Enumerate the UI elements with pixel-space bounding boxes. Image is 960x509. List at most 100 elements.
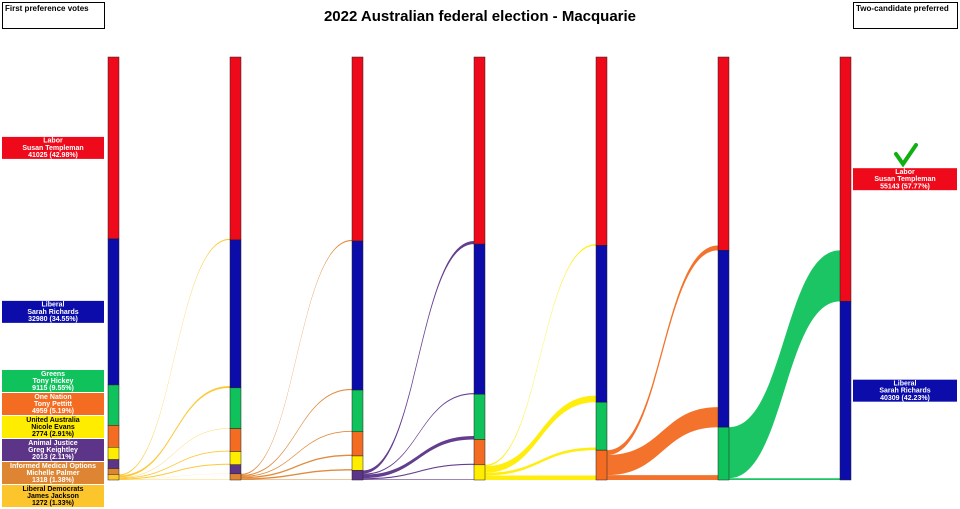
bar-segment: [229, 56, 242, 241]
candidate-label-party: One Nation: [34, 394, 71, 401]
transfer-flow: [607, 475, 718, 480]
bar-segment: [229, 451, 242, 465]
right-heading: Two-candidate preferred: [856, 4, 949, 13]
bar-segment: [595, 401, 608, 451]
bar-segment: [229, 428, 242, 452]
candidate-label-value-label: 32980 (34.55%): [28, 316, 78, 323]
transfer-flow: [241, 388, 352, 477]
bar-segment: [107, 238, 120, 386]
candidate-label-box: [2, 136, 104, 159]
transfer-flow: [241, 430, 352, 477]
transfer-flow: [607, 407, 718, 476]
candidate-label-name: Greg Keightley: [28, 447, 78, 454]
transfer-flow: [729, 250, 840, 479]
bar-segment: [229, 239, 242, 389]
bar-segment: [717, 56, 730, 251]
transfer-flow: [119, 463, 230, 480]
bar-segment: [473, 439, 486, 466]
bar-segment: [351, 431, 364, 457]
candidate-label-value-label: 40309 (42.23%): [880, 395, 930, 402]
candidate-label-name: Sarah Richards: [27, 309, 78, 316]
candidate-label-party: Informed Medical Options: [10, 463, 96, 470]
bar-segment: [473, 393, 486, 440]
bar-segment: [107, 468, 120, 475]
bar-segment: [229, 387, 242, 429]
chart-title: 2022 Australian federal election - Macqu…: [324, 8, 636, 25]
transfer-flow: [241, 469, 352, 480]
transfer-flow: [485, 447, 596, 476]
candidate-label-party: Labor: [895, 169, 915, 176]
bar-segment: [351, 455, 364, 471]
bar-segment: [351, 240, 364, 391]
left-heading: First preference votes: [5, 4, 89, 13]
candidate-label-box: [2, 416, 104, 438]
bar-segment: [351, 470, 364, 481]
transfer-flow: [119, 386, 230, 478]
candidate-label-value-label: 2774 (2.91%): [32, 431, 74, 438]
bar-segment: [473, 243, 486, 395]
candidate-label-name: Sarah Richards: [879, 388, 930, 395]
bar-segment: [107, 459, 120, 469]
bar-segment: [839, 301, 852, 481]
bar-segment: [351, 389, 364, 433]
transfer-flow: [119, 238, 230, 476]
bar-segment: [473, 464, 486, 481]
bar-segment: [717, 250, 730, 428]
bar-segment: [229, 473, 242, 481]
transfer-flow: [363, 393, 474, 475]
bar-segment: [107, 384, 120, 426]
candidate-label-value-label: 9115 (9.55%): [32, 385, 74, 392]
candidate-label-name: Susan Templeman: [874, 176, 935, 183]
candidate-label-name: Tony Pettitt: [34, 401, 73, 408]
candidate-label-party: Liberal Democrats: [22, 486, 83, 493]
candidate-label-box: [853, 379, 957, 402]
candidate-label-box: [2, 370, 104, 392]
transfer-flow: [119, 473, 230, 480]
candidate-label-value-label: 1272 (1.33%): [32, 500, 74, 507]
transfer-flow: [119, 428, 230, 478]
candidate-label-party: Liberal: [894, 381, 917, 388]
bar-segment: [107, 56, 120, 240]
candidate-label-value-label: 55143 (57.77%): [880, 183, 930, 190]
transfer-flow: [363, 479, 474, 480]
candidate-label-party: United Australia: [26, 417, 80, 424]
ribbons: [119, 238, 840, 480]
bar-segment: [839, 56, 852, 302]
transfer-flow: [241, 239, 352, 475]
candidate-label-name: Michelle Palmer: [27, 470, 80, 477]
candidate-label-box: [2, 393, 104, 415]
candidate-label-box: [2, 300, 104, 323]
candidate-label-value-label: 2013 (2.11%): [32, 454, 74, 461]
candidate-label-name: Nicole Evans: [31, 424, 75, 431]
bar-segment: [107, 425, 120, 448]
transfer-flow: [119, 450, 230, 479]
candidate-label-party: Labor: [43, 138, 63, 145]
left-heading-box: [2, 2, 105, 29]
candidate-label-name: James Jackson: [27, 493, 79, 500]
bars: [107, 56, 852, 481]
transfer-flow: [485, 475, 596, 480]
candidate-label-party: Liberal: [42, 302, 65, 309]
transfer-flow: [363, 241, 474, 474]
bar-segment: [107, 447, 120, 460]
transfer-flow: [241, 454, 352, 479]
candidate-label-value-label: 1318 (1.38%): [32, 477, 74, 484]
candidate-label-party: Animal Justice: [28, 440, 78, 447]
transfer-flow: [607, 245, 718, 456]
bar-segment: [107, 474, 120, 481]
candidate-label-name: Tony Hickey: [33, 378, 74, 385]
transfer-flow: [485, 395, 596, 473]
candidate-label-box: [2, 439, 104, 461]
candidate-label-value-label: 41025 (42.98%): [28, 152, 78, 159]
transfer-flow: [363, 435, 474, 479]
candidate-label-party: Greens: [41, 371, 65, 378]
winner-check: [894, 143, 918, 168]
candidate-label-box: [2, 485, 104, 507]
transfer-flow: [485, 244, 596, 467]
bar-segment: [595, 245, 608, 403]
candidate-label-box: [853, 168, 957, 191]
bar-segment: [473, 56, 486, 245]
bar-segment: [229, 464, 242, 475]
